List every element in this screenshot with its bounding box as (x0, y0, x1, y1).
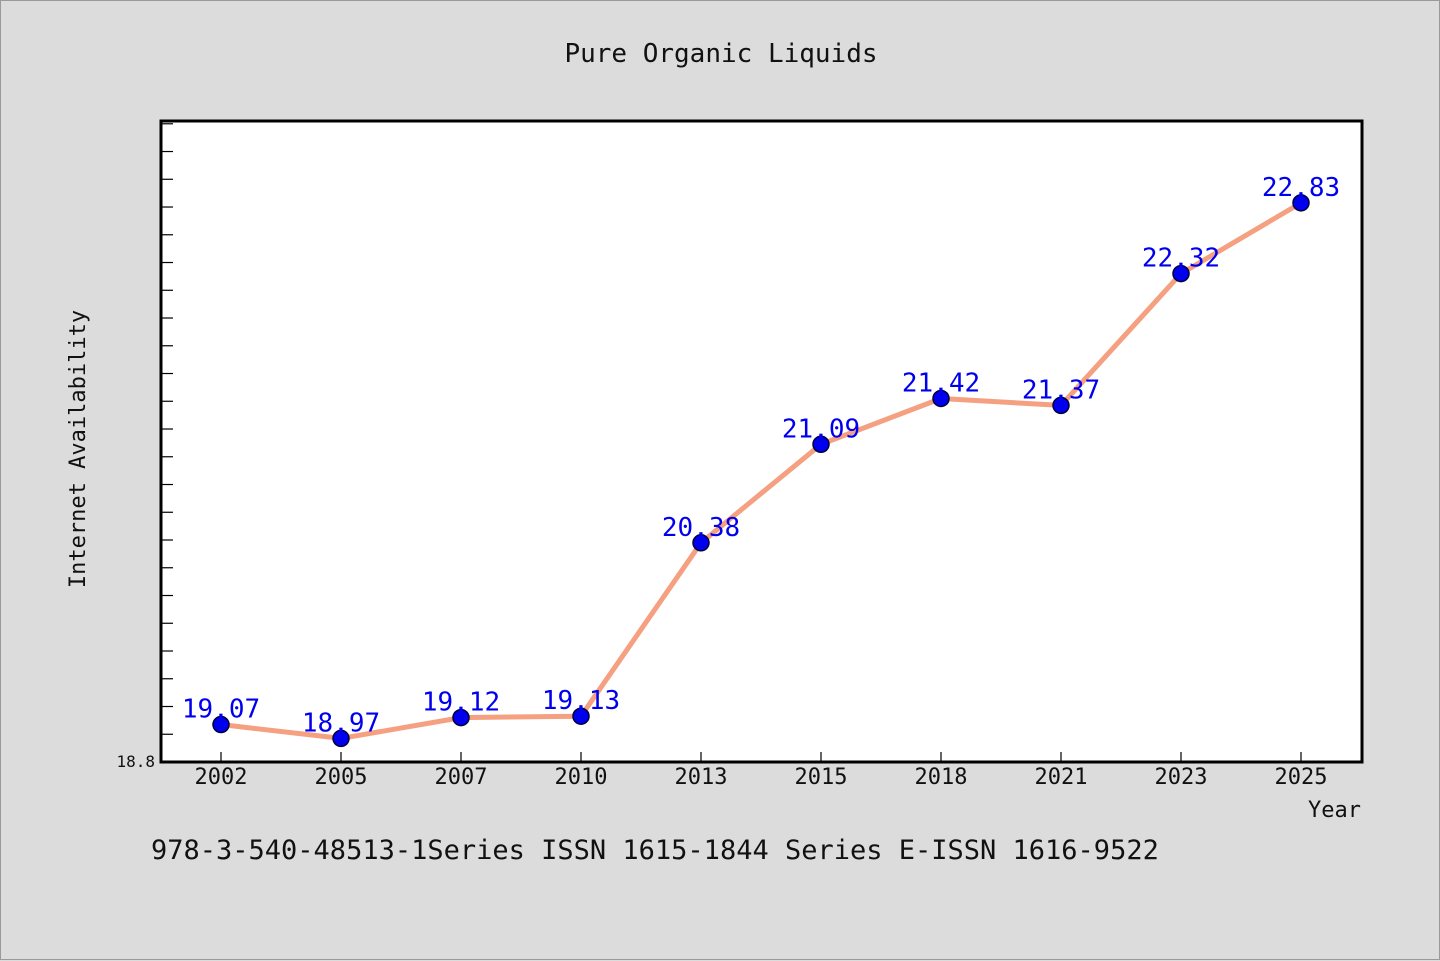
x-tick-label: 2002 (195, 765, 248, 790)
y-tick-label: 18.8 (116, 752, 155, 771)
data-point-marker (452, 708, 470, 727)
x-tick-label: 2018 (915, 765, 968, 790)
x-tick-label: 2021 (1035, 765, 1088, 790)
x-tick-label: 2015 (795, 765, 848, 790)
data-point-marker (1292, 194, 1310, 212)
x-axis-ticks: 2002 2005 2007 2010 2013 2015 2018 2021 2023 2025 (195, 752, 1328, 790)
data-point-marker (692, 534, 710, 552)
data-label: 19.13 (542, 686, 620, 716)
x-axis-label: Year (1308, 798, 1361, 823)
plot-area (159, 119, 1364, 764)
data-label: 21.09 (782, 414, 860, 444)
chart-title: Pure Organic Liquids (564, 39, 877, 69)
data-point-marker (212, 715, 230, 734)
data-point-marker (332, 729, 350, 748)
y-axis-ticks: 18.8 (116, 123, 173, 771)
x-tick-label: 2007 (435, 765, 488, 790)
x-tick-label: 2005 (315, 765, 368, 790)
data-label: 20.38 (662, 513, 740, 543)
data-point-marker (1172, 264, 1190, 283)
data-label: 18.97 (302, 708, 380, 738)
isbn-issn-footer: 978-3-540-48513-1Series ISSN 1615-1844 S… (151, 835, 1159, 866)
data-label: 22.83 (1262, 173, 1340, 203)
data-label: 22.32 (1142, 244, 1220, 274)
data-label: 21.42 (902, 368, 980, 398)
data-point-marker (812, 435, 830, 454)
data-label: 19.12 (422, 688, 500, 718)
x-tick-label: 2025 (1275, 765, 1328, 790)
data-label: 19.07 (182, 695, 260, 725)
data-point-marker (1052, 396, 1070, 415)
data-point-marker (932, 389, 950, 408)
series-line (218, 200, 1304, 741)
data-point-marker (572, 707, 590, 725)
x-tick-label: 2023 (1155, 765, 1208, 790)
series-layer: 19.07 18.97 19.12 19.13 20.38 21.09 21.42 21.37… (182, 173, 1340, 748)
data-label: 21.37 (1022, 375, 1100, 405)
x-tick-label: 2013 (675, 765, 728, 790)
y-axis-label: Internet Availability (66, 310, 91, 588)
x-tick-label: 2010 (555, 765, 608, 790)
